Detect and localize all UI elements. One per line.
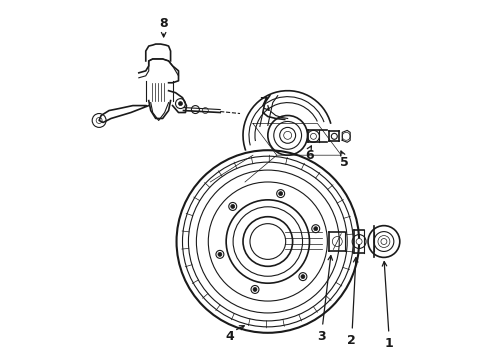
Circle shape (356, 239, 362, 244)
Circle shape (312, 225, 319, 233)
Text: 2: 2 (347, 334, 356, 347)
Circle shape (314, 227, 318, 231)
Circle shape (301, 275, 305, 279)
Circle shape (229, 202, 237, 210)
Circle shape (178, 102, 182, 105)
Circle shape (279, 192, 283, 195)
Circle shape (253, 288, 257, 292)
Circle shape (251, 285, 259, 293)
Text: 8: 8 (159, 17, 168, 30)
Text: 7: 7 (260, 96, 268, 109)
Text: 1: 1 (385, 337, 393, 350)
Circle shape (231, 204, 235, 208)
Text: 5: 5 (340, 156, 348, 168)
Circle shape (284, 131, 292, 139)
Circle shape (311, 133, 317, 139)
Text: 3: 3 (317, 330, 326, 343)
Circle shape (216, 251, 224, 258)
Text: 6: 6 (305, 149, 314, 162)
Text: 4: 4 (226, 330, 235, 343)
Circle shape (277, 190, 285, 198)
Circle shape (218, 252, 222, 256)
Circle shape (299, 273, 307, 280)
